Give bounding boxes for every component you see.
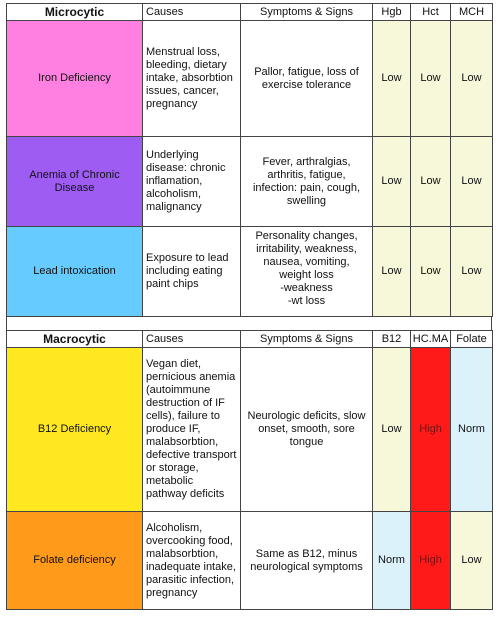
symptoms-cell: Same as B12, minus neurological symptoms — [240, 511, 373, 610]
folate-header: Folate — [450, 330, 493, 348]
lab-value-cell: High — [410, 511, 451, 610]
symptoms-header: Symptoms & Signs — [240, 3, 373, 21]
causes-cell: Vegan diet, pernicious anemia (autoimmun… — [142, 347, 241, 512]
lab-value-cell: Low — [410, 136, 451, 227]
lab-value-cell: Low — [372, 20, 411, 137]
causes-cell: Underlying disease: chronic inflamation,… — [142, 136, 241, 227]
causes-header: Causes — [142, 3, 241, 21]
condition-name: B12 Deficiency — [6, 347, 143, 512]
table-row: Folate deficiency Alcoholism, overcookin… — [6, 511, 493, 610]
table-gap — [6, 316, 492, 330]
lab-value-cell: Low — [450, 226, 493, 317]
condition-name: Iron Deficiency — [6, 20, 143, 137]
microcytic-table: Microcytic Causes Symptoms & Signs Hgb H… — [6, 3, 493, 317]
macrocytic-header-row: Macrocytic Causes Symptoms & Signs B12 H… — [6, 330, 493, 348]
causes-cell: Menstrual loss, bleeding, dietary intake… — [142, 20, 241, 137]
symptoms-cell: Personality changes, irritability, weakn… — [240, 226, 373, 317]
lab-value-cell: Low — [450, 20, 493, 137]
symptoms-cell: Neurologic deficits, slow onset, smooth,… — [240, 347, 373, 512]
condition-name: Anemia of Chronic Disease — [6, 136, 143, 227]
table-row: Anemia of Chronic Disease Underlying dis… — [6, 136, 493, 227]
lab-value-cell: Low — [410, 226, 451, 317]
lab-value-cell: Low — [450, 511, 493, 610]
b12-header: B12 — [372, 330, 411, 348]
lab-value-cell: Low — [450, 136, 493, 227]
causes-cell: Exposure to lead including eating paint … — [142, 226, 241, 317]
hct-header: Hct — [410, 3, 451, 21]
lab-value-cell: Low — [372, 226, 411, 317]
microcytic-header-row: Microcytic Causes Symptoms & Signs Hgb H… — [6, 3, 493, 21]
lab-value-cell: Norm — [372, 511, 411, 610]
condition-name: Folate deficiency — [6, 511, 143, 610]
lab-value-cell: Low — [410, 20, 451, 137]
symptoms-header: Symptoms & Signs — [240, 330, 373, 348]
mch-header: MCH — [450, 3, 493, 21]
lab-value-cell: Norm — [450, 347, 493, 512]
lab-value-cell: Low — [372, 347, 411, 512]
lab-value-cell: Low — [372, 136, 411, 227]
condition-name: Lead intoxication — [6, 226, 143, 317]
lab-value-cell: High — [410, 347, 451, 512]
microcytic-category-header: Microcytic — [6, 3, 143, 21]
table-row: Lead intoxication Exposure to lead inclu… — [6, 226, 493, 317]
macrocytic-category-header: Macrocytic — [6, 330, 143, 348]
table-row: B12 Deficiency Vegan diet, pernicious an… — [6, 347, 493, 512]
causes-cell: Alcoholism, overcooking food, malabsorbt… — [142, 511, 241, 610]
macrocytic-table: Macrocytic Causes Symptoms & Signs B12 H… — [6, 330, 493, 610]
symptoms-cell: Pallor, fatigue, loss of exercise tolera… — [240, 20, 373, 137]
causes-header: Causes — [142, 330, 241, 348]
symptoms-cell: Fever, arthralgias, arthritis, fatigue, … — [240, 136, 373, 227]
hgb-header: Hgb — [372, 3, 411, 21]
table-row: Iron Deficiency Menstrual loss, bleeding… — [6, 20, 493, 137]
hcma-header: HC.MA — [410, 330, 451, 348]
